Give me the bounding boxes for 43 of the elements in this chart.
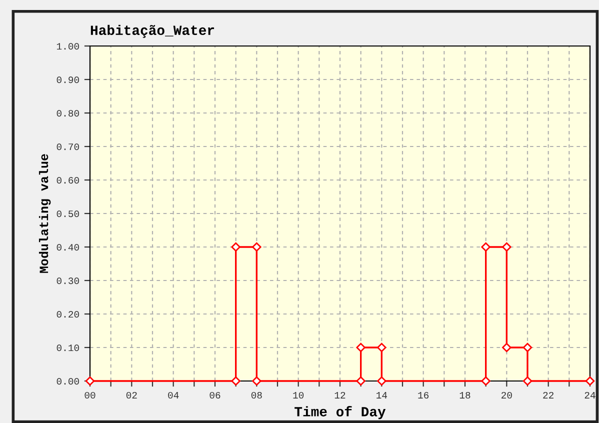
x-tick-label: 02 <box>126 392 137 399</box>
x-tick-label: 24 <box>584 392 596 398</box>
x-tick-label: 04 <box>168 392 179 399</box>
point <box>252 242 262 252</box>
point <box>377 342 386 352</box>
point <box>356 376 366 386</box>
point <box>252 376 262 386</box>
y-tick-label: 0.00 <box>56 378 79 385</box>
x-tick-label: 14 <box>376 392 388 398</box>
y-tick-label: 0.90 <box>56 76 79 84</box>
point <box>377 376 386 386</box>
point <box>585 376 595 386</box>
x-axis-title: Time of Day <box>294 406 386 420</box>
x-tick-label: 06 <box>210 392 220 399</box>
y-tick-label: 0.20 <box>56 311 79 318</box>
chart-title: Habitação_Water <box>90 24 214 38</box>
y-axis-title: Modulating value <box>38 154 51 273</box>
x-tick-label: 10 <box>293 392 304 399</box>
x-tick-label: 08 <box>251 392 262 399</box>
x-tick-label: 00 <box>84 392 96 399</box>
y-tick-label: 1.00 <box>56 43 79 50</box>
y-tick-label: 0.70 <box>56 144 79 150</box>
point <box>481 242 490 252</box>
x-tick-label: 16 <box>418 392 429 399</box>
point <box>522 342 532 352</box>
y-tick-label: 0.60 <box>56 177 79 184</box>
point <box>356 342 366 352</box>
x-tick-label: 22 <box>543 392 554 398</box>
point <box>85 376 95 386</box>
y-tick-label: 0.30 <box>56 278 79 284</box>
point <box>502 342 512 352</box>
point <box>231 242 240 252</box>
point <box>481 376 490 386</box>
y-tick-label: 0.80 <box>56 110 79 117</box>
point <box>522 376 532 386</box>
y-tick-label: 0.50 <box>56 210 79 218</box>
x-tick-label: 20 <box>502 392 512 399</box>
x-tick-label: 18 <box>460 392 470 399</box>
point <box>231 376 240 386</box>
y-tick-label: 0.10 <box>56 344 79 352</box>
x-tick-label: 12 <box>334 392 346 398</box>
y-tick-label: 0.40 <box>56 244 79 251</box>
point <box>502 242 512 252</box>
